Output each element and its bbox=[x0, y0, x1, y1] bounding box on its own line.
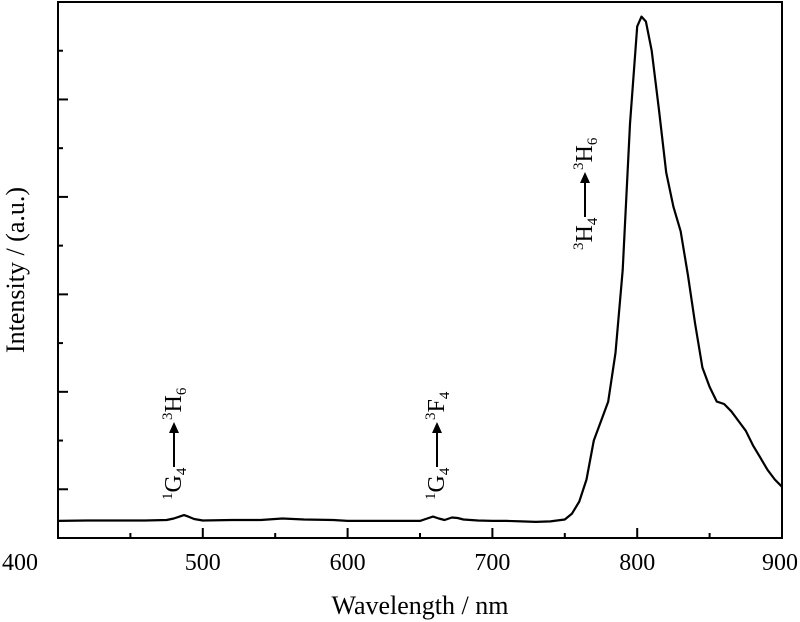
tick-marks bbox=[57, 49, 783, 539]
plot-frame bbox=[57, 1, 783, 539]
x-tick-label-700: 700 bbox=[474, 550, 510, 576]
annotation-1-lower-state: 1G4 bbox=[423, 467, 453, 500]
annotation-0-upper-state: 3H6 bbox=[160, 387, 190, 420]
annotation-2: 3H4 3H6 bbox=[571, 137, 601, 250]
spectrum-line bbox=[57, 15, 783, 523]
y-axis-label: Intensity / (a.u.) bbox=[1, 187, 30, 353]
x-tick-label-400: 400 bbox=[2, 550, 38, 576]
x-tick-label-800: 800 bbox=[619, 550, 655, 576]
x-tick-label-900: 900 bbox=[762, 550, 798, 576]
annotation-0-lower-state: 1G4 bbox=[160, 467, 190, 500]
x-tick-labels: 400 500 600 700 800 900 bbox=[2, 550, 798, 576]
annotation-0: 1G4 3H6 bbox=[160, 387, 190, 500]
x-tick-label-500: 500 bbox=[185, 550, 221, 576]
annotation-1-arrow-head bbox=[432, 422, 442, 433]
annotation-1-upper-state: 3F4 bbox=[423, 391, 453, 420]
annotation-1: 1G4 3F4 bbox=[423, 391, 453, 500]
x-axis-label: Wavelength / nm bbox=[332, 591, 509, 620]
x-tick-label-600: 600 bbox=[330, 550, 366, 576]
transition-annotations: 1G4 3H6 1G4 3F4 3H4 3H6 bbox=[160, 137, 601, 500]
annotation-0-arrow-head bbox=[169, 422, 179, 433]
annotation-2-upper-state: 3H6 bbox=[571, 137, 601, 170]
annotation-2-arrow-head bbox=[580, 172, 590, 183]
annotation-2-lower-state: 3H4 bbox=[571, 217, 601, 250]
